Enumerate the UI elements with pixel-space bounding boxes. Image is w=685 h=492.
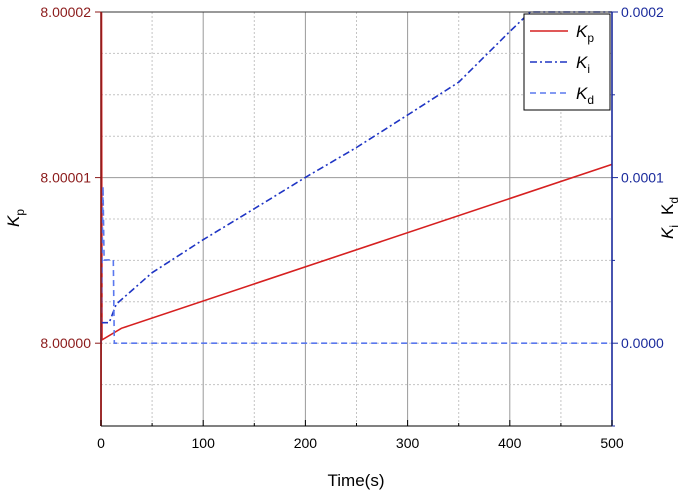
- svg-text:Kp: Kp: [4, 209, 27, 227]
- x-axis-title: Time(s): [328, 471, 385, 490]
- y-right-tick-label: 0.0002: [621, 4, 664, 20]
- y-left-tick-label: 8.00000: [40, 335, 91, 351]
- y-axis-title-right-kd-sub: d: [667, 197, 681, 204]
- y-axis-title-left-main: K: [4, 215, 23, 227]
- y-right-tick-label: 0.0001: [621, 170, 664, 186]
- x-tick-label: 400: [498, 435, 522, 451]
- series-line-kd: [100, 186, 612, 345]
- y-axis-title-left: Kp: [4, 209, 27, 227]
- series-line-ki: [101, 11, 612, 324]
- y-axis-title-right: KiKd: [658, 197, 681, 239]
- y-axis-title-right-kd-main: K: [658, 203, 677, 215]
- x-tick-label: 100: [192, 435, 216, 451]
- legend-label-kp: Kp: [576, 22, 594, 45]
- legend-label-ki: Ki: [576, 53, 590, 76]
- y-left-tick-label: 8.00002: [40, 4, 91, 20]
- ticks: 0 100 200 300 400 500 8.00000 8.00001 8.00002 0.0…: [40, 4, 664, 451]
- legend: Kp Ki Kd: [523, 13, 611, 111]
- y-axis-title-left-sub: p: [13, 209, 27, 216]
- x-tick-label: 200: [294, 435, 318, 451]
- y-left-tick-label: 8.00001: [40, 170, 91, 186]
- y-axis-title-right-ki-sub: i: [667, 225, 681, 228]
- legend-label-kd: Kd: [576, 84, 594, 107]
- y-axis-title-right-ki-main: K: [658, 227, 677, 239]
- svg-text:KiKd: KiKd: [658, 197, 681, 239]
- y-right-tick-label: 0.0000: [621, 335, 664, 351]
- x-tick-label: 500: [600, 435, 624, 451]
- x-tick-label: 0: [97, 435, 105, 451]
- x-tick-label: 300: [396, 435, 420, 451]
